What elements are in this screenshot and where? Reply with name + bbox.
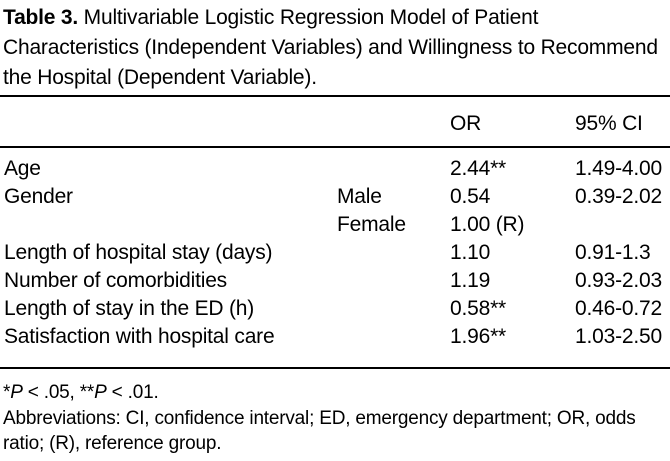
- row-or-value: 1.10: [450, 241, 491, 264]
- table-footnotes: *P < .05, **P < .01. Abbreviations: CI, …: [0, 369, 670, 456]
- row-or-value: 1.00 (R): [450, 213, 525, 236]
- table-row: Length of stay in the ED (h) 0.58** 0.46…: [0, 295, 670, 323]
- row-subgroup: [337, 323, 450, 351]
- row-or-value: 1.19: [450, 269, 491, 292]
- table-row: Length of hospital stay (days) 1.10 0.91…: [0, 239, 670, 267]
- row-ci-value: 0.91-1.3: [575, 241, 651, 264]
- row-label: Satisfaction with hospital care: [4, 325, 275, 348]
- table-caption-text: Multivariable Logistic Regression Model …: [3, 6, 658, 89]
- row-subgroup: Female: [337, 213, 406, 236]
- table-body: Age 2.44** 1.49-4.00 Gender Male 0.54 0.…: [0, 148, 670, 365]
- table-row: Age 2.44** 1.49-4.00: [0, 155, 670, 183]
- row-label: Length of stay in the ED (h): [4, 297, 255, 320]
- significance-note: *P < .05, **P < .01.: [3, 380, 668, 405]
- row-ci-value: 0.39-2.02: [575, 185, 662, 208]
- row-subgroup: [337, 239, 450, 267]
- table-header-rule: [0, 146, 670, 148]
- table-top-rule: [0, 95, 670, 97]
- row-or-value: 0.58**: [450, 297, 507, 320]
- row-or-value: 2.44**: [450, 157, 507, 180]
- table-number-label: Table 3.: [3, 6, 79, 29]
- row-label: Gender: [4, 185, 73, 208]
- row-ci-value: 0.46-0.72: [575, 297, 662, 320]
- significance-threshold-2: < .01.: [106, 382, 159, 403]
- significance-threshold-1: < .05, **: [22, 382, 95, 403]
- row-ci-value: 1.03-2.50: [575, 325, 662, 348]
- row-label: Age: [4, 157, 41, 180]
- abbreviations-note: Abbreviations: CI, confidence interval; …: [3, 408, 636, 454]
- row-label: Number of comorbidities: [4, 269, 227, 292]
- significance-p-symbol: P: [10, 382, 23, 403]
- table-row: Gender Male 0.54 0.39-2.02: [0, 183, 670, 211]
- header-spacer-label: [0, 110, 337, 138]
- table-row: Number of comorbidities 1.19 0.93-2.03: [0, 267, 670, 295]
- column-header-or: OR: [450, 112, 482, 135]
- table-row: Satisfaction with hospital care 1.96** 1…: [0, 323, 670, 351]
- row-label: [0, 211, 337, 239]
- header-spacer-subgroup: [337, 110, 450, 138]
- column-header-ci: 95% CI: [575, 112, 643, 135]
- row-or-value: 1.96**: [450, 325, 507, 348]
- significance-star: *: [3, 382, 11, 403]
- row-subgroup: [337, 267, 450, 295]
- row-label: Length of hospital stay (days): [4, 241, 273, 264]
- row-or-value: 0.54: [450, 185, 491, 208]
- table-row: Female 1.00 (R): [0, 211, 670, 239]
- row-ci-value: 1.49-4.00: [575, 157, 662, 180]
- significance-p-symbol: P: [94, 382, 107, 403]
- row-subgroup: [337, 295, 450, 323]
- row-ci-value: [575, 211, 670, 239]
- row-subgroup: [337, 155, 450, 183]
- row-ci-value: 0.93-2.03: [575, 269, 662, 292]
- row-subgroup: Male: [337, 185, 382, 208]
- table-header-row: OR 95% CI: [0, 97, 670, 144]
- table-bottom-rule: [0, 367, 670, 369]
- table-title: Table 3. Multivariable Logistic Regressi…: [0, 0, 670, 93]
